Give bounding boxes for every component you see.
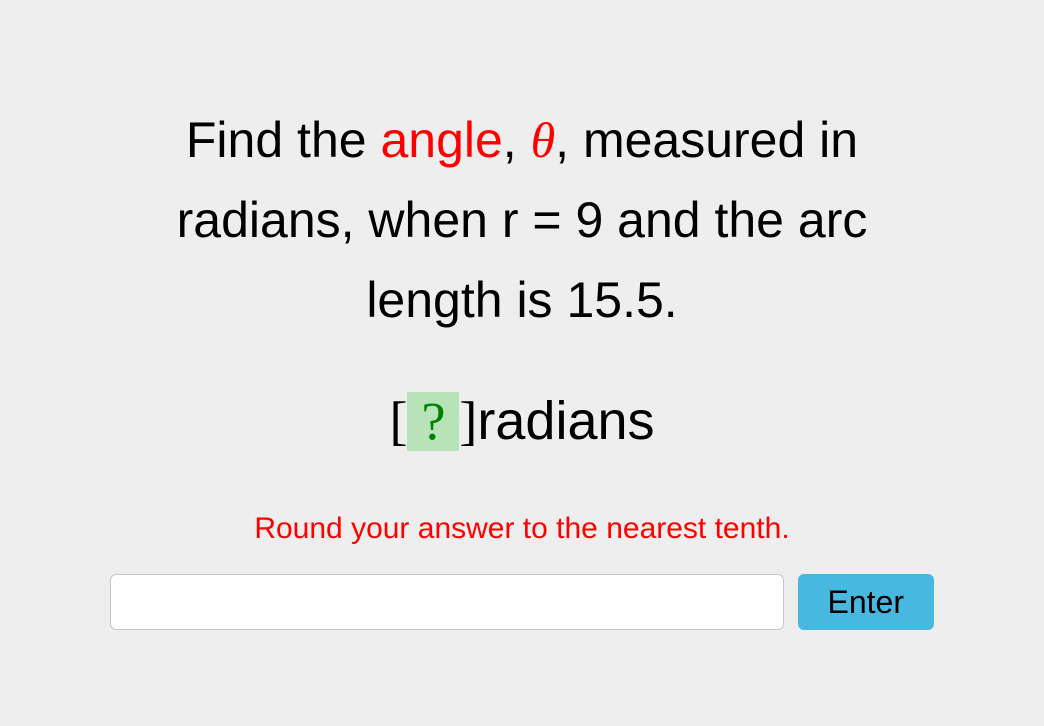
question-post-highlight: , bbox=[503, 112, 531, 168]
enter-button[interactable]: Enter bbox=[798, 574, 934, 630]
answer-placeholder-box[interactable]: ? bbox=[407, 392, 459, 451]
answer-input[interactable] bbox=[110, 574, 784, 630]
question-container: Find the angle, θ, measured in radians, … bbox=[0, 0, 1044, 630]
rounding-hint: Round your answer to the nearest tenth. bbox=[0, 512, 1044, 546]
question-pre-highlight: Find the bbox=[186, 112, 381, 168]
right-bracket: ] bbox=[459, 391, 477, 451]
theta-symbol: θ bbox=[531, 112, 556, 168]
question-text: Find the angle, θ, measured in radians, … bbox=[0, 100, 1044, 340]
answer-unit: radians bbox=[477, 391, 654, 451]
highlight-word: angle bbox=[380, 112, 502, 168]
answer-display: [?]radians bbox=[0, 390, 1044, 452]
input-row: Enter bbox=[0, 574, 1044, 630]
left-bracket: [ bbox=[389, 391, 407, 451]
